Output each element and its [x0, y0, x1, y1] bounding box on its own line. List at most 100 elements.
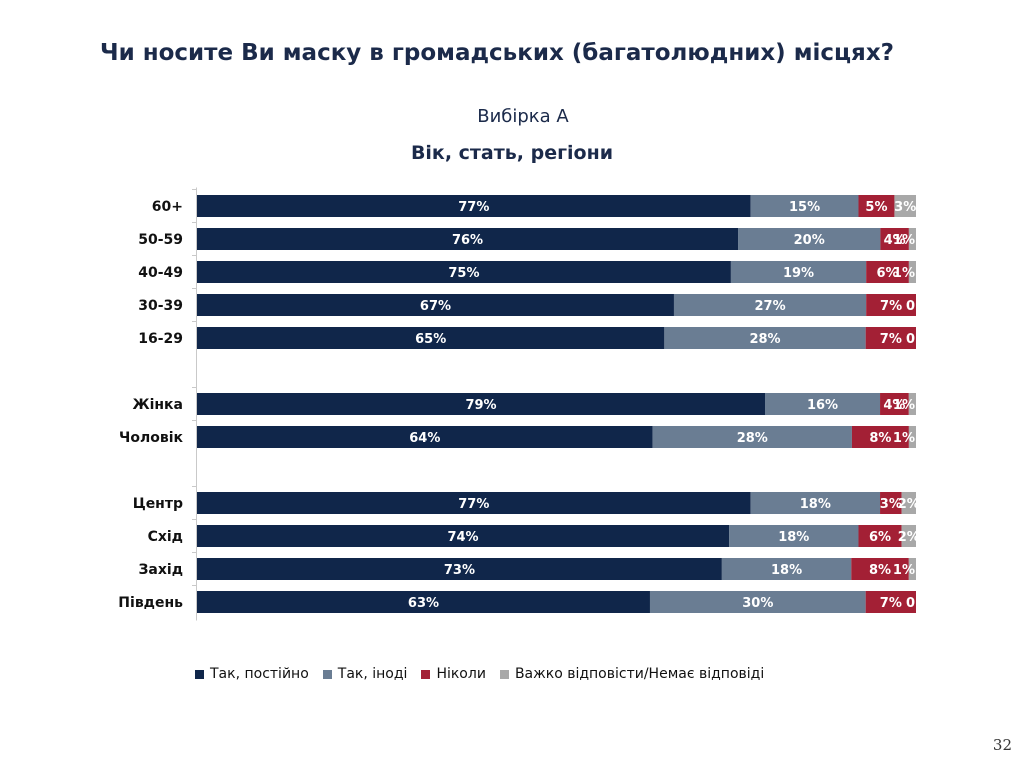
bar-value-label: 0 — [906, 299, 915, 314]
legend-label-never: Ніколи — [436, 666, 486, 682]
bar-segment — [866, 261, 909, 283]
bar-value-label: 30% — [742, 596, 773, 611]
bar-value-label: 4% — [884, 233, 906, 248]
legend-item-hard-to-say: Важко відповісти/Немає відповіді — [499, 666, 764, 682]
category-label: 16-29 — [138, 331, 183, 347]
bar-value-label: 73% — [444, 563, 475, 578]
bar-value-label: 64% — [409, 431, 440, 446]
bar-segment — [908, 261, 916, 283]
legend-item-always: Так, постійно — [195, 666, 309, 682]
bar-value-label: 28% — [737, 431, 768, 446]
bar-value-label: 7% — [880, 299, 902, 314]
bar-segment — [197, 261, 731, 283]
category-label: 40-49 — [138, 265, 183, 281]
bar-segment — [721, 558, 852, 580]
bar-segment — [908, 228, 916, 250]
chart-subtitle-breakdown: Вік, стать, регіони — [410, 142, 614, 164]
bar-segment — [197, 558, 722, 580]
bar-value-label: 67% — [420, 299, 451, 314]
bar-segment — [858, 525, 902, 547]
bar-value-label: 2% — [898, 497, 920, 512]
bar-value-label: 0 — [906, 332, 915, 347]
bar-segment — [729, 525, 859, 547]
bar-value-label: 1% — [893, 431, 915, 446]
bar-value-label: 75% — [448, 266, 479, 281]
bar-segment — [197, 525, 730, 547]
bar-segment — [197, 294, 674, 316]
legend-label-sometimes: Так, іноді — [337, 666, 408, 682]
bar-segment — [908, 558, 916, 580]
bar-value-label: 76% — [452, 233, 483, 248]
bar-segment — [866, 294, 916, 316]
bar-value-label: 1% — [893, 233, 915, 248]
bar-value-label: 19% — [783, 266, 814, 281]
bar-value-label: 27% — [755, 299, 786, 314]
bar-value-label: 3% — [880, 497, 902, 512]
bar-value-label: 1% — [893, 398, 915, 413]
bar-segment — [750, 195, 859, 217]
legend-swatch-never — [421, 669, 431, 679]
bar-value-label: 77% — [458, 200, 489, 215]
bar-segment — [865, 327, 916, 349]
bar-value-label: 77% — [458, 497, 489, 512]
category-label: 50-59 — [138, 232, 183, 248]
bar-value-label: 74% — [447, 530, 478, 545]
page-number: 32 — [992, 736, 1012, 754]
bar-value-label: 7% — [880, 332, 902, 347]
bar-segment — [197, 195, 751, 217]
bar-value-label: 6% — [869, 530, 891, 545]
bar-value-label: 65% — [415, 332, 446, 347]
bar-segment — [673, 294, 867, 316]
chart-legend: Так, постійно Так, іноді Ніколи Важко ві… — [195, 666, 764, 682]
bar-segment — [197, 591, 650, 613]
category-label: Схід — [148, 529, 183, 545]
bar-value-label: 16% — [807, 398, 838, 413]
bar-segment — [652, 426, 852, 448]
legend-swatch-always — [195, 669, 204, 679]
bar-segment — [908, 426, 916, 448]
legend-label-always: Так, постійно — [210, 666, 309, 682]
bar-value-label: 63% — [408, 596, 439, 611]
bar-value-label: 3% — [894, 200, 916, 215]
bar-segment — [197, 327, 665, 349]
bar-segment — [908, 393, 916, 415]
bar-segment — [851, 426, 909, 448]
bar-value-label: 18% — [800, 497, 831, 512]
bar-value-label: 1% — [893, 563, 915, 578]
bar-segment — [851, 558, 909, 580]
bar-value-label: 5% — [865, 200, 887, 215]
bar-segment — [894, 195, 916, 217]
bar-segment — [197, 426, 653, 448]
bar-value-label: 8% — [869, 563, 891, 578]
bar-segment — [664, 327, 866, 349]
bar-segment — [197, 393, 766, 415]
bar-segment — [865, 591, 916, 613]
category-label: Жінка — [132, 397, 183, 413]
bar-segment — [880, 492, 902, 514]
bar-segment — [649, 591, 866, 613]
bar-value-label: 1% — [893, 266, 915, 281]
category-label: Захід — [138, 562, 183, 578]
bar-value-label: 6% — [876, 266, 898, 281]
bar-value-label: 79% — [465, 398, 496, 413]
legend-swatch-hard-to-say — [499, 669, 509, 679]
bar-value-label: 18% — [771, 563, 802, 578]
bar-segment — [880, 228, 909, 250]
slide-title: Чи носите Ви маску в громадських (багато… — [100, 40, 895, 66]
legend-swatch-sometimes — [322, 669, 332, 679]
bar-segment — [901, 492, 916, 514]
bar-segment — [738, 228, 881, 250]
bar-segment — [730, 261, 867, 283]
bar-segment — [197, 228, 739, 250]
bar-segment — [880, 393, 909, 415]
bar-value-label: 18% — [778, 530, 809, 545]
bar-value-label: 2% — [898, 530, 920, 545]
category-label: Центр — [133, 496, 183, 512]
bar-value-label: 20% — [794, 233, 825, 248]
bar-segment — [197, 492, 751, 514]
bar-segment — [858, 195, 895, 217]
legend-item-never: Ніколи — [421, 666, 486, 682]
category-label: 60+ — [152, 199, 183, 215]
legend-item-sometimes: Так, іноді — [322, 666, 408, 682]
